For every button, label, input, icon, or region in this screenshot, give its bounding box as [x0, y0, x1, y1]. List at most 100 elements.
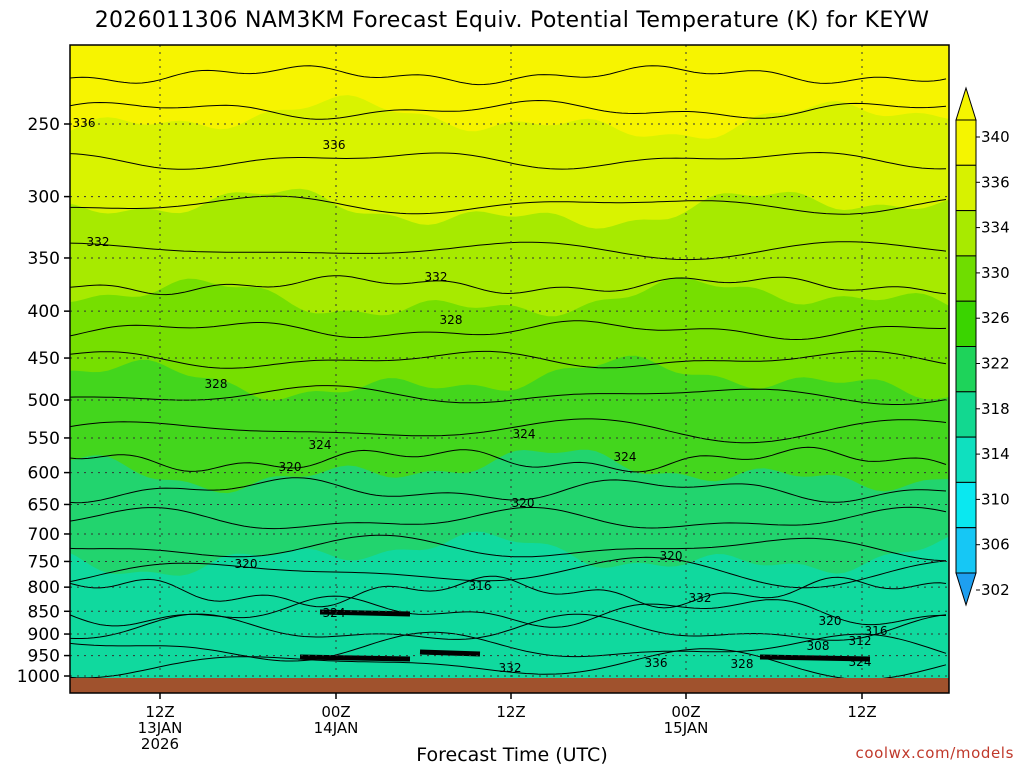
contour-line: [70, 595, 947, 628]
contour-label: 324: [309, 438, 332, 452]
colorbar-label: 326: [981, 309, 1010, 327]
contour-line: [70, 350, 947, 369]
colorbar-label: 310: [981, 490, 1010, 508]
colorbar-segment: [955, 527, 977, 574]
contour-cluster: [419, 649, 481, 657]
colorbar-label: 306: [981, 536, 1010, 554]
contour-line: [70, 385, 947, 405]
contour-label: 316: [469, 579, 492, 593]
colorbar-bottom-arrow: [955, 572, 977, 607]
y-tick-label: 700: [28, 525, 60, 545]
colorbar-segment: [955, 119, 977, 166]
colorbar-segment: [955, 481, 977, 529]
x-axis-title: Forecast Time (UTC): [416, 744, 608, 766]
contour-line: [70, 275, 947, 296]
contour-line: [70, 534, 947, 562]
contour-cluster: [299, 654, 411, 662]
contour-label: 320: [235, 557, 258, 571]
contour-line: [70, 446, 947, 473]
colorbar-label: 334: [981, 219, 1010, 237]
contour-label: 316: [865, 624, 888, 638]
y-tick-label: 300: [28, 188, 60, 208]
y-tick-label: 800: [28, 578, 60, 598]
contour-label: 324: [323, 606, 346, 620]
y-tick-label: 250: [28, 115, 60, 135]
contour-line: [70, 477, 947, 504]
x-tick-label: 13JAN: [138, 719, 183, 737]
contour-label: 324: [614, 450, 637, 464]
colorbar-segment: [955, 436, 977, 483]
y-tick-label: 350: [28, 249, 60, 269]
colorbar-segment: [955, 300, 977, 348]
contour-label: 332: [689, 591, 712, 605]
y-tick-label: 950: [28, 647, 60, 667]
contour-line: [70, 506, 947, 530]
plot-area: [70, 45, 949, 693]
x-tick-label: 12Z: [496, 703, 525, 721]
y-tick-label: 650: [28, 495, 60, 515]
x-tick-label: 14JAN: [314, 719, 359, 737]
contour-label: 332: [499, 661, 522, 675]
contour-label: 332: [425, 270, 448, 284]
contour-line: [70, 195, 947, 215]
y-tick-label: 450: [28, 349, 60, 369]
contour-line: [70, 241, 947, 261]
y-tick-label: 750: [28, 552, 60, 572]
x-tick-label: 00Z: [321, 703, 350, 721]
contour-label: 324: [849, 655, 872, 669]
y-tick-label: 400: [28, 302, 60, 322]
plot-frame: [69, 44, 950, 694]
contour-band: [70, 531, 949, 693]
contour-label: 320: [660, 549, 683, 563]
contour-label: 332: [87, 235, 110, 249]
contour-label: 312: [849, 634, 872, 648]
colorbar-label: 336: [981, 173, 1010, 191]
contour-label: 336: [73, 116, 96, 130]
y-tick-label: 850: [28, 602, 60, 622]
contour-label: 320: [819, 614, 842, 628]
contour-label: 336: [645, 656, 668, 670]
contour-label: 308: [807, 639, 830, 653]
y-tick-label: 550: [28, 429, 60, 449]
ground-band: [70, 678, 949, 693]
chart-title: 2026011306 NAM3KM Forecast Equiv. Potent…: [94, 8, 930, 33]
contour-cluster: [319, 609, 411, 617]
contour-label: 328: [440, 313, 463, 327]
contour-line: [70, 65, 947, 86]
contour-label: 328: [205, 377, 228, 391]
contour-label: 320: [512, 496, 535, 510]
colorbar-label: 314: [981, 445, 1010, 463]
x-tick-label: 15JAN: [664, 719, 709, 737]
contour-cluster: [759, 654, 871, 662]
colorbar-segment: [955, 255, 977, 302]
contour-line: [70, 151, 947, 170]
colorbar-label: 322: [981, 355, 1010, 373]
colorbar-segment: [955, 210, 977, 257]
colorbar-label: 302: [981, 581, 1010, 599]
contour-line: [70, 631, 947, 662]
contour-label: 336: [323, 138, 346, 152]
contour-line: [70, 320, 947, 341]
colorbar-label: 340: [981, 128, 1010, 146]
contour-line: [70, 556, 947, 589]
contour-line: [70, 648, 947, 680]
colorbar-label: 330: [981, 264, 1010, 282]
y-tick-label: 900: [28, 625, 60, 645]
contour-line: [70, 99, 947, 120]
contour-line: [70, 575, 947, 609]
x-tick-label: 12Z: [847, 703, 876, 721]
colorbar-segment: [955, 164, 977, 212]
y-tick-label: 500: [28, 391, 60, 411]
contour-label: 324: [513, 427, 536, 441]
x-tick-label: 2026: [141, 735, 179, 753]
colorbar-segment: [955, 346, 977, 393]
contour-line: [70, 613, 947, 641]
x-tick-label: 12Z: [145, 703, 174, 721]
contour-label: 320: [279, 460, 302, 474]
credit-link[interactable]: coolwx.com/models: [855, 744, 1014, 762]
colorbar-segment: [955, 391, 977, 438]
contour-line: [70, 418, 947, 444]
colorbar-top-arrow: [955, 86, 977, 121]
colorbar-label: 318: [981, 400, 1010, 418]
